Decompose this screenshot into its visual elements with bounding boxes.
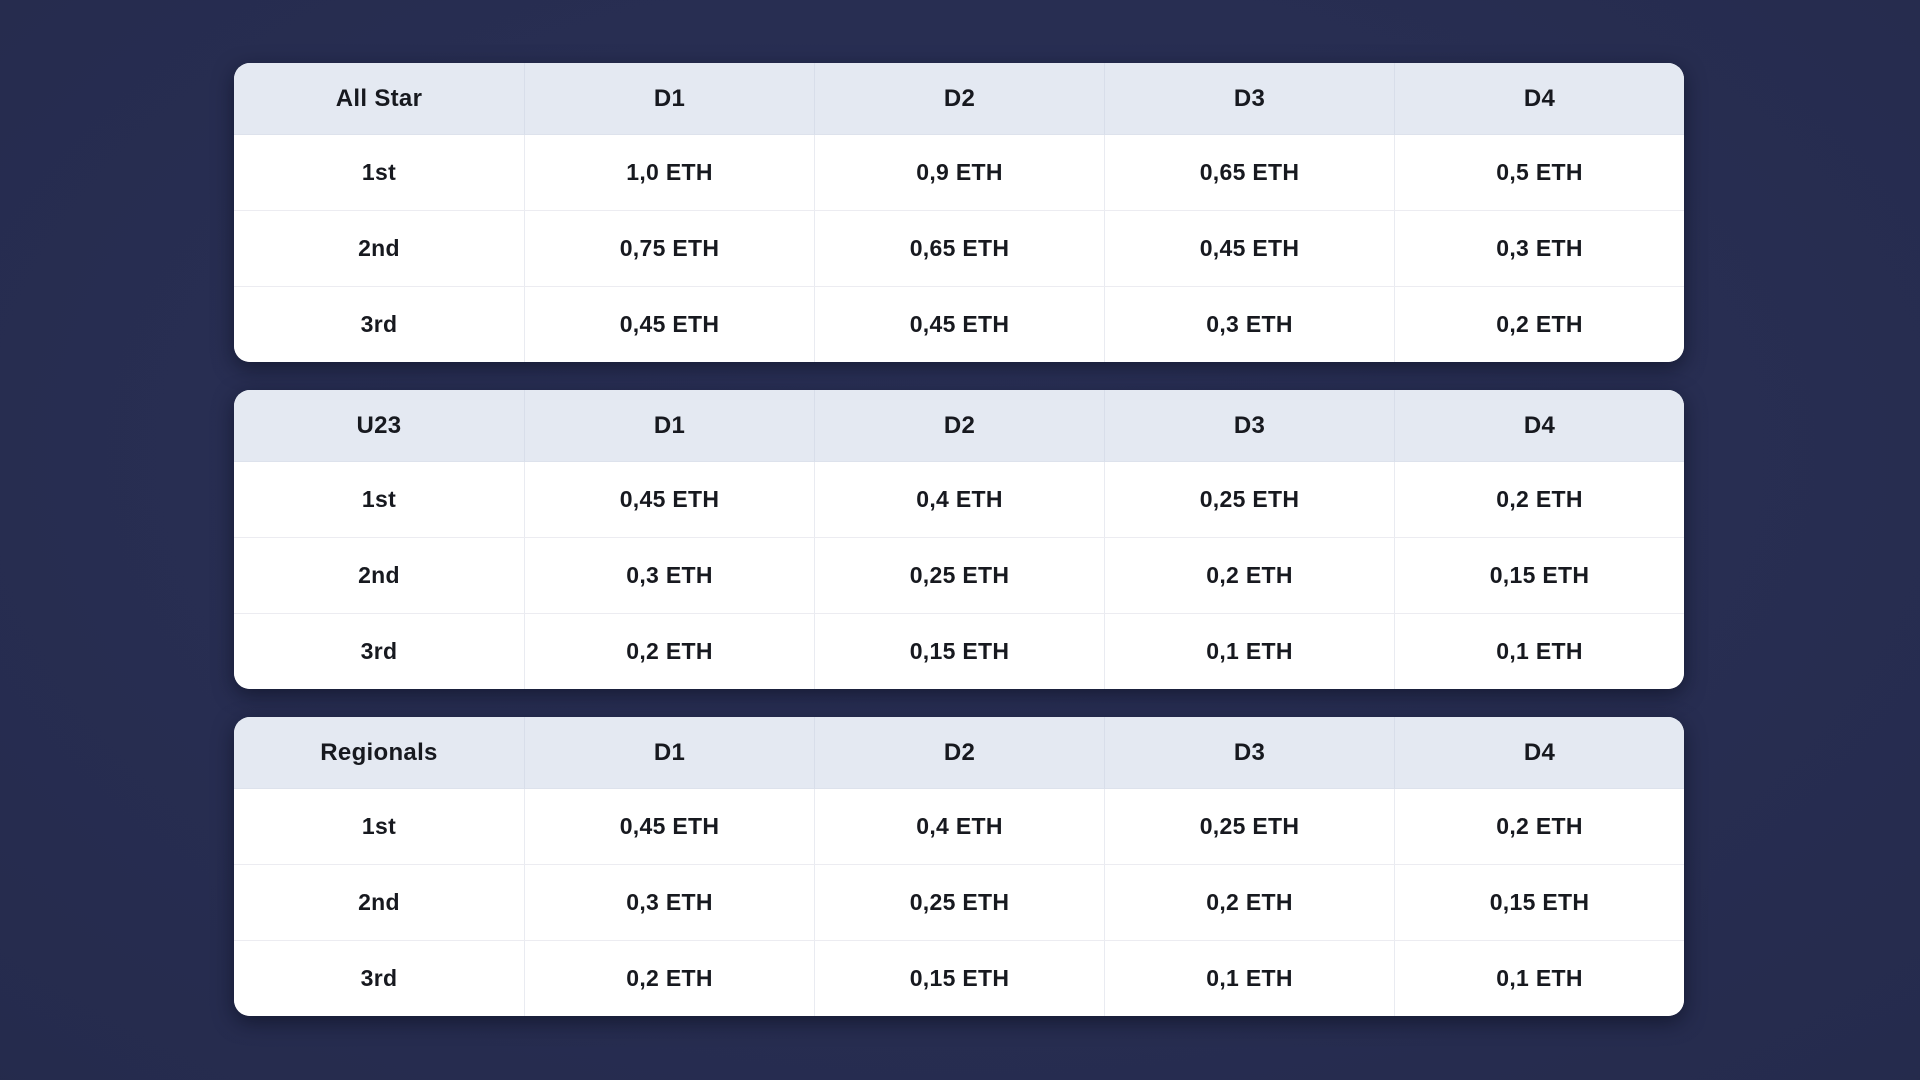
column-header-d4: D4 bbox=[1394, 390, 1684, 462]
column-header-d2: D2 bbox=[814, 717, 1104, 789]
prize-cell: 0,9 ETH bbox=[814, 135, 1104, 210]
prize-cell: 0,45 ETH bbox=[524, 286, 814, 362]
column-header-d2: D2 bbox=[814, 63, 1104, 135]
column-header-d3: D3 bbox=[1104, 63, 1394, 135]
prize-cell: 0,2 ETH bbox=[524, 940, 814, 1016]
rank-cell: 1st bbox=[234, 789, 524, 864]
prize-table-all-star: All Star D1 D2 D3 D4 1st 1,0 ETH 0,9 ETH… bbox=[234, 63, 1684, 362]
column-header-d3: D3 bbox=[1104, 390, 1394, 462]
prize-cell: 0,25 ETH bbox=[1104, 789, 1394, 864]
rank-cell: 3rd bbox=[234, 613, 524, 689]
table-header-row: All Star D1 D2 D3 D4 bbox=[234, 63, 1684, 135]
column-header-d1: D1 bbox=[524, 717, 814, 789]
prize-cell: 0,15 ETH bbox=[814, 613, 1104, 689]
prize-cell: 0,3 ETH bbox=[524, 864, 814, 940]
table-row-3rd: 3rd 0,45 ETH 0,45 ETH 0,3 ETH 0,2 ETH bbox=[234, 286, 1684, 362]
table-title: All Star bbox=[234, 63, 524, 135]
table-title: U23 bbox=[234, 390, 524, 462]
prize-cell: 0,15 ETH bbox=[1394, 864, 1684, 940]
column-header-d4: D4 bbox=[1394, 63, 1684, 135]
table-row-3rd: 3rd 0,2 ETH 0,15 ETH 0,1 ETH 0,1 ETH bbox=[234, 613, 1684, 689]
rank-cell: 3rd bbox=[234, 940, 524, 1016]
table-row-3rd: 3rd 0,2 ETH 0,15 ETH 0,1 ETH 0,1 ETH bbox=[234, 940, 1684, 1016]
column-header-d1: D1 bbox=[524, 63, 814, 135]
prize-cell: 0,2 ETH bbox=[1394, 286, 1684, 362]
prize-cell: 0,2 ETH bbox=[1394, 789, 1684, 864]
prize-cell: 0,45 ETH bbox=[1104, 210, 1394, 286]
prize-cell: 0,25 ETH bbox=[814, 864, 1104, 940]
table-row-2nd: 2nd 0,3 ETH 0,25 ETH 0,2 ETH 0,15 ETH bbox=[234, 864, 1684, 940]
prize-table-u23: U23 D1 D2 D3 D4 1st 0,45 ETH 0,4 ETH 0,2… bbox=[234, 390, 1684, 689]
table-title: Regionals bbox=[234, 717, 524, 789]
table-row-1st: 1st 1,0 ETH 0,9 ETH 0,65 ETH 0,5 ETH bbox=[234, 135, 1684, 210]
column-header-d2: D2 bbox=[814, 390, 1104, 462]
prize-cell: 1,0 ETH bbox=[524, 135, 814, 210]
table-row-2nd: 2nd 0,3 ETH 0,25 ETH 0,2 ETH 0,15 ETH bbox=[234, 537, 1684, 613]
prize-cell: 0,15 ETH bbox=[814, 940, 1104, 1016]
column-header-d4: D4 bbox=[1394, 717, 1684, 789]
table-row-1st: 1st 0,45 ETH 0,4 ETH 0,25 ETH 0,2 ETH bbox=[234, 462, 1684, 537]
prize-cell: 0,2 ETH bbox=[1104, 864, 1394, 940]
prize-cell: 0,2 ETH bbox=[1394, 462, 1684, 537]
rank-cell: 1st bbox=[234, 462, 524, 537]
prize-cell: 0,75 ETH bbox=[524, 210, 814, 286]
prize-cell: 0,5 ETH bbox=[1394, 135, 1684, 210]
table-row-2nd: 2nd 0,75 ETH 0,65 ETH 0,45 ETH 0,3 ETH bbox=[234, 210, 1684, 286]
rank-cell: 3rd bbox=[234, 286, 524, 362]
prize-cell: 0,45 ETH bbox=[524, 789, 814, 864]
prize-cell: 0,2 ETH bbox=[524, 613, 814, 689]
table-header-row: U23 D1 D2 D3 D4 bbox=[234, 390, 1684, 462]
prize-cell: 0,25 ETH bbox=[814, 537, 1104, 613]
table-header-row: Regionals D1 D2 D3 D4 bbox=[234, 717, 1684, 789]
prize-cell: 0,65 ETH bbox=[814, 210, 1104, 286]
column-header-d1: D1 bbox=[524, 390, 814, 462]
prize-cell: 0,3 ETH bbox=[524, 537, 814, 613]
prize-cell: 0,1 ETH bbox=[1394, 613, 1684, 689]
prize-cell: 0,4 ETH bbox=[814, 789, 1104, 864]
prize-cell: 0,1 ETH bbox=[1104, 613, 1394, 689]
prize-cell: 0,4 ETH bbox=[814, 462, 1104, 537]
prize-cell: 0,65 ETH bbox=[1104, 135, 1394, 210]
prize-cell: 0,45 ETH bbox=[524, 462, 814, 537]
prize-cell: 0,45 ETH bbox=[814, 286, 1104, 362]
prize-cell: 0,2 ETH bbox=[1104, 537, 1394, 613]
prize-cell: 0,3 ETH bbox=[1394, 210, 1684, 286]
rank-cell: 1st bbox=[234, 135, 524, 210]
rank-cell: 2nd bbox=[234, 210, 524, 286]
prize-cell: 0,3 ETH bbox=[1104, 286, 1394, 362]
prize-cell: 0,1 ETH bbox=[1394, 940, 1684, 1016]
table-row-1st: 1st 0,45 ETH 0,4 ETH 0,25 ETH 0,2 ETH bbox=[234, 789, 1684, 864]
prize-cell: 0,25 ETH bbox=[1104, 462, 1394, 537]
rank-cell: 2nd bbox=[234, 537, 524, 613]
column-header-d3: D3 bbox=[1104, 717, 1394, 789]
prize-cell: 0,15 ETH bbox=[1394, 537, 1684, 613]
prize-table-regionals: Regionals D1 D2 D3 D4 1st 0,45 ETH 0,4 E… bbox=[234, 717, 1684, 1016]
prize-tables-container: All Star D1 D2 D3 D4 1st 1,0 ETH 0,9 ETH… bbox=[234, 63, 1684, 1016]
rank-cell: 2nd bbox=[234, 864, 524, 940]
prize-cell: 0,1 ETH bbox=[1104, 940, 1394, 1016]
